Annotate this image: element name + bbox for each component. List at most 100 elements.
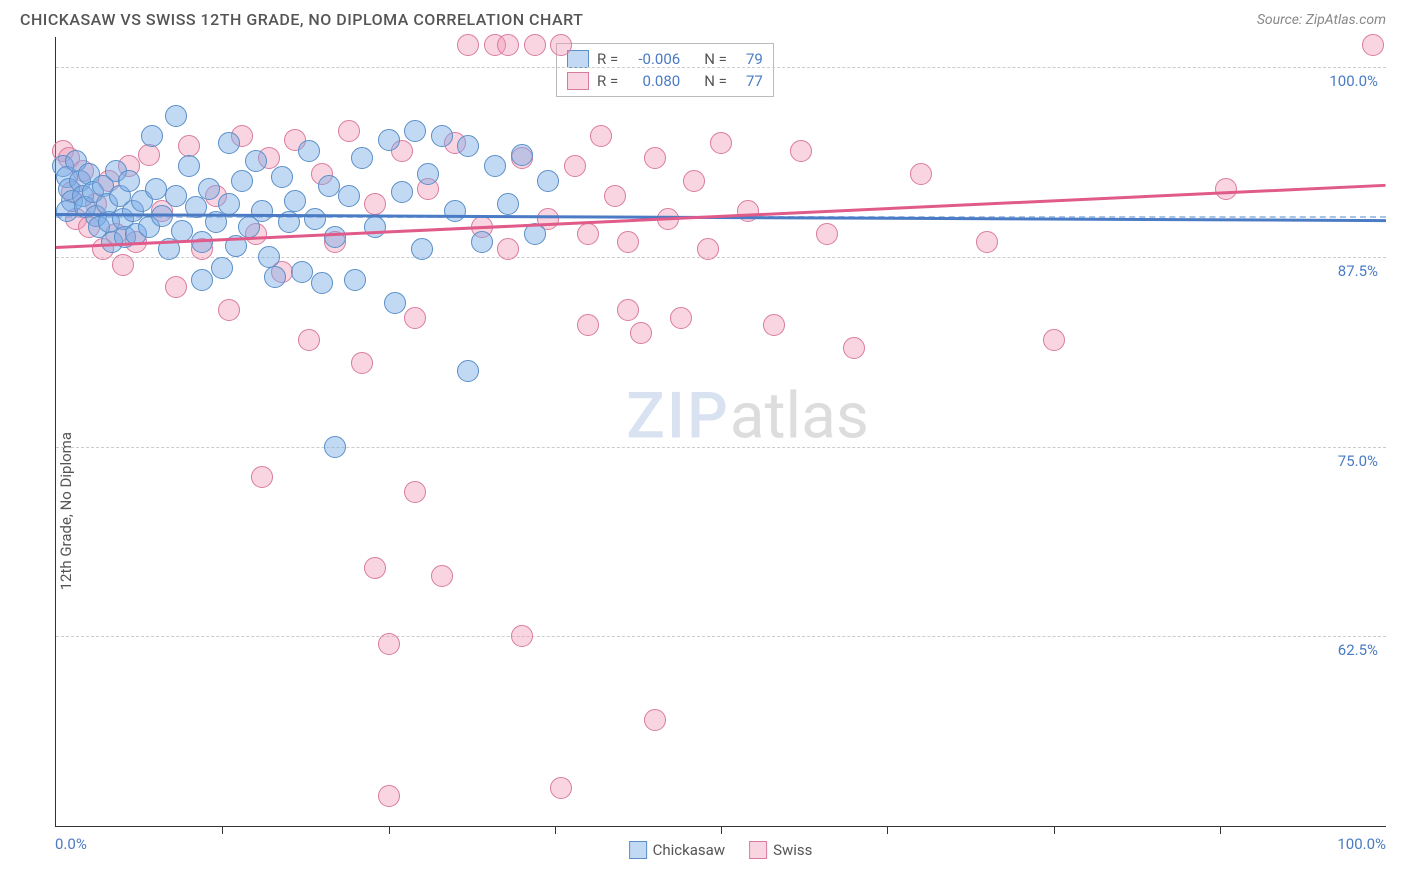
scatter-point-a[interactable] bbox=[245, 150, 267, 172]
scatter-point-b[interactable] bbox=[497, 34, 519, 56]
scatter-point-a[interactable] bbox=[251, 200, 273, 222]
scatter-point-a[interactable] bbox=[324, 436, 346, 458]
scatter-point-a[interactable] bbox=[145, 178, 167, 200]
scatter-point-b[interactable] bbox=[404, 307, 426, 329]
scatter-point-b[interactable] bbox=[577, 223, 599, 245]
scatter-point-b[interactable] bbox=[790, 140, 812, 162]
scatter-point-b[interactable] bbox=[670, 307, 692, 329]
scatter-point-b[interactable] bbox=[511, 625, 533, 647]
scatter-point-b[interactable] bbox=[590, 125, 612, 147]
scatter-point-b[interactable] bbox=[564, 155, 586, 177]
scatter-point-a[interactable] bbox=[384, 292, 406, 314]
scatter-point-b[interactable] bbox=[763, 314, 785, 336]
scatter-point-a[interactable] bbox=[231, 170, 253, 192]
stats-n-label-b: N = bbox=[704, 72, 727, 90]
x-axis-area: 0.0% 100.0% Chickasaw Swiss bbox=[55, 835, 1386, 859]
scatter-point-a[interactable] bbox=[391, 181, 413, 203]
scatter-point-a[interactable] bbox=[298, 140, 320, 162]
scatter-point-a[interactable] bbox=[457, 135, 479, 157]
scatter-point-b[interactable] bbox=[1043, 329, 1065, 351]
scatter-point-b[interactable] bbox=[298, 329, 320, 351]
scatter-point-b[interactable] bbox=[816, 223, 838, 245]
scatter-point-b[interactable] bbox=[218, 299, 240, 321]
scatter-point-a[interactable] bbox=[411, 238, 433, 260]
stats-r-value-b: 0.080 bbox=[626, 72, 680, 90]
scatter-point-a[interactable] bbox=[318, 175, 340, 197]
scatter-point-b[interactable] bbox=[617, 231, 639, 253]
scatter-point-b[interactable] bbox=[683, 170, 705, 192]
scatter-point-a[interactable] bbox=[165, 185, 187, 207]
scatter-point-b[interactable] bbox=[1362, 34, 1384, 56]
scatter-point-b[interactable] bbox=[644, 709, 666, 731]
scatter-point-a[interactable] bbox=[344, 269, 366, 291]
scatter-point-a[interactable] bbox=[457, 360, 479, 382]
scatter-point-a[interactable] bbox=[218, 193, 240, 215]
scatter-point-b[interactable] bbox=[524, 34, 546, 56]
scatter-point-b[interactable] bbox=[338, 120, 360, 142]
scatter-point-b[interactable] bbox=[710, 132, 732, 154]
x-axis-max-label: 100.0% bbox=[1337, 835, 1386, 853]
scatter-point-a[interactable] bbox=[484, 155, 506, 177]
gridline bbox=[56, 257, 1386, 258]
scatter-point-b[interactable] bbox=[165, 276, 187, 298]
scatter-point-a[interactable] bbox=[271, 166, 293, 188]
scatter-point-b[interactable] bbox=[457, 34, 479, 56]
scatter-point-b[interactable] bbox=[378, 633, 400, 655]
x-axis-min-label: 0.0% bbox=[55, 835, 87, 853]
scatter-point-b[interactable] bbox=[644, 147, 666, 169]
scatter-point-b[interactable] bbox=[976, 231, 998, 253]
scatter-point-a[interactable] bbox=[444, 200, 466, 222]
scatter-point-a[interactable] bbox=[198, 178, 220, 200]
scatter-point-b[interactable] bbox=[112, 254, 134, 276]
scatter-point-a[interactable] bbox=[497, 193, 519, 215]
scatter-point-b[interactable] bbox=[577, 314, 599, 336]
scatter-point-a[interactable] bbox=[417, 163, 439, 185]
scatter-point-b[interactable] bbox=[1215, 178, 1237, 200]
scatter-point-a[interactable] bbox=[211, 257, 233, 279]
scatter-point-a[interactable] bbox=[324, 226, 346, 248]
scatter-point-a[interactable] bbox=[284, 190, 306, 212]
y-tick-label: 75.0% bbox=[1338, 452, 1378, 470]
watermark-part2: atlas bbox=[730, 378, 869, 453]
scatter-point-a[interactable] bbox=[511, 144, 533, 166]
scatter-point-b[interactable] bbox=[431, 565, 453, 587]
scatter-point-a[interactable] bbox=[178, 155, 200, 177]
scatter-point-a[interactable] bbox=[404, 120, 426, 142]
scatter-point-b[interactable] bbox=[910, 163, 932, 185]
scatter-point-a[interactable] bbox=[351, 147, 373, 169]
scatter-point-b[interactable] bbox=[630, 322, 652, 344]
scatter-point-a[interactable] bbox=[378, 129, 400, 151]
scatter-point-a[interactable] bbox=[141, 125, 163, 147]
scatter-point-a[interactable] bbox=[291, 261, 313, 283]
scatter-point-a[interactable] bbox=[431, 125, 453, 147]
scatter-point-a[interactable] bbox=[258, 246, 280, 268]
scatter-point-a[interactable] bbox=[338, 185, 360, 207]
scatter-point-a[interactable] bbox=[264, 266, 286, 288]
scatter-point-b[interactable] bbox=[604, 185, 626, 207]
scatter-point-a[interactable] bbox=[537, 170, 559, 192]
scatter-point-b[interactable] bbox=[138, 144, 160, 166]
scatter-point-b[interactable] bbox=[843, 337, 865, 359]
scatter-point-b[interactable] bbox=[364, 193, 386, 215]
scatter-point-b[interactable] bbox=[617, 299, 639, 321]
scatter-point-b[interactable] bbox=[251, 466, 273, 488]
scatter-point-b[interactable] bbox=[351, 352, 373, 374]
y-tick-label: 87.5% bbox=[1338, 262, 1378, 280]
scatter-point-a[interactable] bbox=[304, 208, 326, 230]
scatter-point-a[interactable] bbox=[311, 272, 333, 294]
scatter-point-b[interactable] bbox=[178, 135, 200, 157]
scatter-point-b[interactable] bbox=[550, 777, 572, 799]
scatter-point-a[interactable] bbox=[118, 170, 140, 192]
scatter-point-b[interactable] bbox=[550, 34, 572, 56]
scatter-point-a[interactable] bbox=[165, 105, 187, 127]
scatter-point-b[interactable] bbox=[404, 481, 426, 503]
scatter-point-a[interactable] bbox=[471, 231, 493, 253]
scatter-point-b[interactable] bbox=[497, 238, 519, 260]
scatter-point-b[interactable] bbox=[364, 557, 386, 579]
watermark: ZIPatlas bbox=[626, 378, 869, 453]
stats-swatch-b bbox=[567, 72, 589, 90]
scatter-point-b[interactable] bbox=[378, 785, 400, 807]
scatter-point-b[interactable] bbox=[697, 238, 719, 260]
scatter-point-a[interactable] bbox=[218, 132, 240, 154]
scatter-point-a[interactable] bbox=[191, 269, 213, 291]
